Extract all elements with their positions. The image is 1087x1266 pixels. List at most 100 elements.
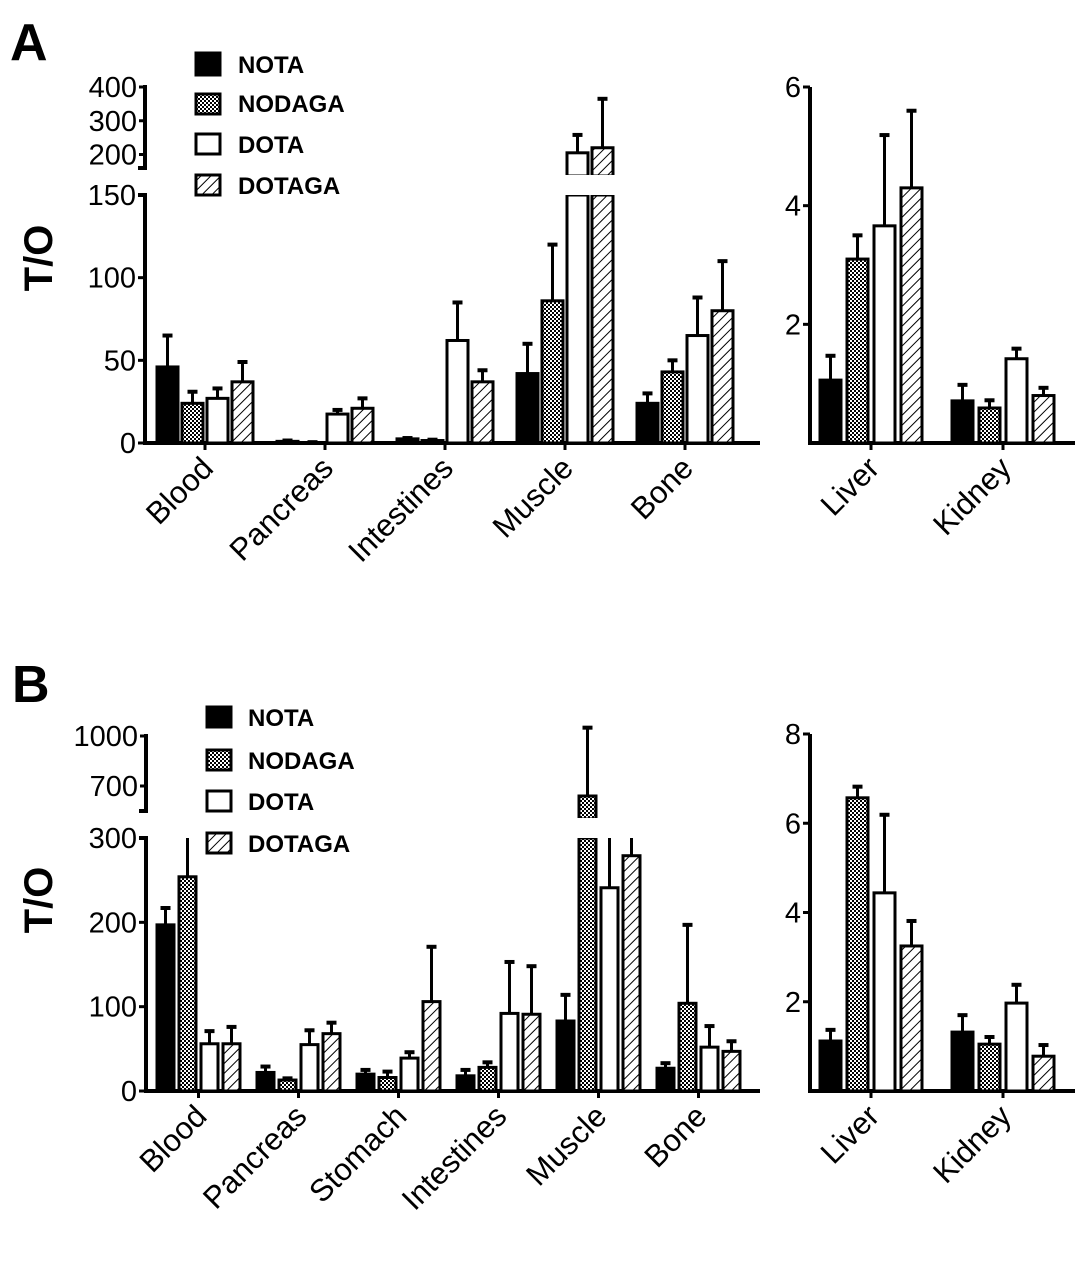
bar-dotaga-intestines (521, 1012, 542, 1093)
y-tick-label: 700 (90, 771, 138, 803)
bar-nodaga-muscle (540, 299, 565, 445)
bar-dota-intestines (499, 1011, 520, 1093)
bar-break-gap (589, 183, 616, 195)
bar-dota-stomach (399, 1056, 420, 1093)
bar-dotaga-kidney (1031, 394, 1056, 445)
bar-break-gap (589, 175, 616, 181)
legend-label-nodaga: NODAGA (248, 748, 355, 775)
legend-label-nodaga: NODAGA (238, 91, 345, 118)
bar-dota-pancreas (325, 412, 350, 445)
bar-dota-muscle (565, 193, 590, 445)
legend-swatch-dotaga (194, 173, 222, 197)
panel-label-a: A (10, 14, 48, 72)
x-tick-label-pancreas: Pancreas (223, 450, 340, 567)
plot-a-right: 2 4 6 Liver Kidney (785, 72, 1075, 542)
bar-dota-liver (872, 891, 897, 1093)
bar-nota-intestines (395, 437, 420, 445)
x-tick-label-liver: Liver (814, 1098, 886, 1170)
bar-dota-liver (872, 224, 897, 445)
y-tick-label: 100 (89, 992, 137, 1024)
bar-nodaga-stomach (377, 1076, 398, 1093)
y-tick-label: 4 (785, 898, 801, 930)
y-tick-label: 200 (89, 907, 137, 939)
bar-dota-bone (685, 334, 710, 445)
y-tick-label: 300 (89, 106, 137, 138)
bar-nodaga-pancreas (277, 1078, 298, 1093)
bar-upper-dotaga-muscle (590, 146, 615, 178)
bar-nodaga-liver (845, 796, 870, 1093)
bar-break-gap (564, 183, 591, 195)
y-tick-label: 6 (785, 72, 801, 104)
legend-label-nota: NOTA (248, 705, 314, 732)
legend-label-dotaga: DOTAGA (238, 173, 340, 200)
bar-nodaga-blood (177, 875, 198, 1093)
bar-nodaga-intestines (420, 439, 445, 445)
bar-nota-blood (155, 923, 176, 1093)
bar-upper-nodaga-muscle (577, 794, 598, 821)
y-tick-label: 200 (89, 140, 137, 172)
x-tick-label-kidney: Kidney (926, 1098, 1018, 1190)
y-tick-label: 300 (89, 823, 137, 855)
bar-nota-stomach (355, 1072, 376, 1093)
y-tick-label: 2 (785, 987, 801, 1019)
bar-nodaga-blood (180, 401, 205, 445)
x-tick-label-pancreas: Pancreas (196, 1098, 313, 1215)
legend-swatch-dotaga (205, 831, 233, 855)
bar-dota-blood (199, 1042, 220, 1093)
y-tick-label: 50 (104, 345, 136, 377)
legend-swatch-dota (205, 789, 233, 813)
y-tick-label: 100 (88, 263, 136, 295)
bar-dotaga-blood (221, 1042, 242, 1093)
bar-nodaga-bone (677, 1001, 698, 1093)
x-tick-label-blood: Blood (139, 450, 220, 531)
bar-break-gap (576, 818, 599, 824)
bar-break-gap (564, 175, 591, 181)
bar-dota-kidney (1004, 357, 1029, 445)
bar-nota-intestines (455, 1074, 476, 1093)
bar-nodaga-muscle (577, 836, 598, 1093)
legend-swatch-dota (194, 132, 222, 156)
bar-nodaga-intestines (477, 1065, 498, 1093)
panel-label-b: B (12, 656, 50, 714)
bar-nota-muscle (515, 372, 540, 445)
y-tick-label: 6 (785, 808, 801, 840)
legend-swatch-nodaga (205, 748, 233, 772)
y-tick-label: 400 (89, 72, 137, 104)
legend-swatch-nota (205, 705, 233, 729)
bar-dota-muscle (599, 886, 620, 1093)
y-tick-label: 1000 (73, 721, 138, 753)
bar-nota-bone (655, 1066, 676, 1093)
bar-nota-pancreas (255, 1070, 276, 1093)
bar-dota-intestines (445, 338, 470, 445)
plot-b-left: 01002003007001000BloodPancreasStomachInt… (73, 721, 760, 1217)
x-tick-label-intestines: Intestines (341, 450, 460, 569)
bar-dotaga-muscle (590, 193, 615, 445)
x-tick-label-muscle: Muscle (519, 1098, 613, 1192)
bar-nota-bone (635, 401, 660, 445)
x-tick-label-kidney: Kidney (926, 450, 1018, 542)
bar-nota-liver (818, 378, 843, 445)
bar-nodaga-liver (845, 257, 870, 445)
bar-break-gap (576, 826, 599, 838)
bar-dotaga-intestines (470, 380, 495, 445)
bar-dotaga-pancreas (321, 1032, 342, 1093)
bar-nodaga-pancreas (300, 441, 325, 446)
y-tick-label: 0 (120, 428, 136, 460)
bar-nota-liver (818, 1039, 843, 1093)
bar-nota-pancreas (275, 439, 300, 445)
bar-nodaga-kidney (977, 406, 1002, 445)
bar-nodaga-bone (660, 370, 685, 445)
bar-dotaga-blood (230, 380, 255, 445)
x-tick-label-liver: Liver (814, 450, 886, 522)
x-tick-label-blood: Blood (133, 1098, 214, 1179)
bar-dota-blood (205, 396, 230, 445)
bar-nota-kidney (950, 1030, 975, 1093)
bar-dotaga-bone (721, 1049, 742, 1093)
bar-nota-kidney (950, 399, 975, 445)
y-tick-label: 4 (785, 191, 801, 223)
x-tick-label-muscle: Muscle (486, 450, 580, 544)
bar-nota-muscle (555, 1019, 576, 1093)
x-tick-label-bone: Bone (638, 1098, 714, 1174)
